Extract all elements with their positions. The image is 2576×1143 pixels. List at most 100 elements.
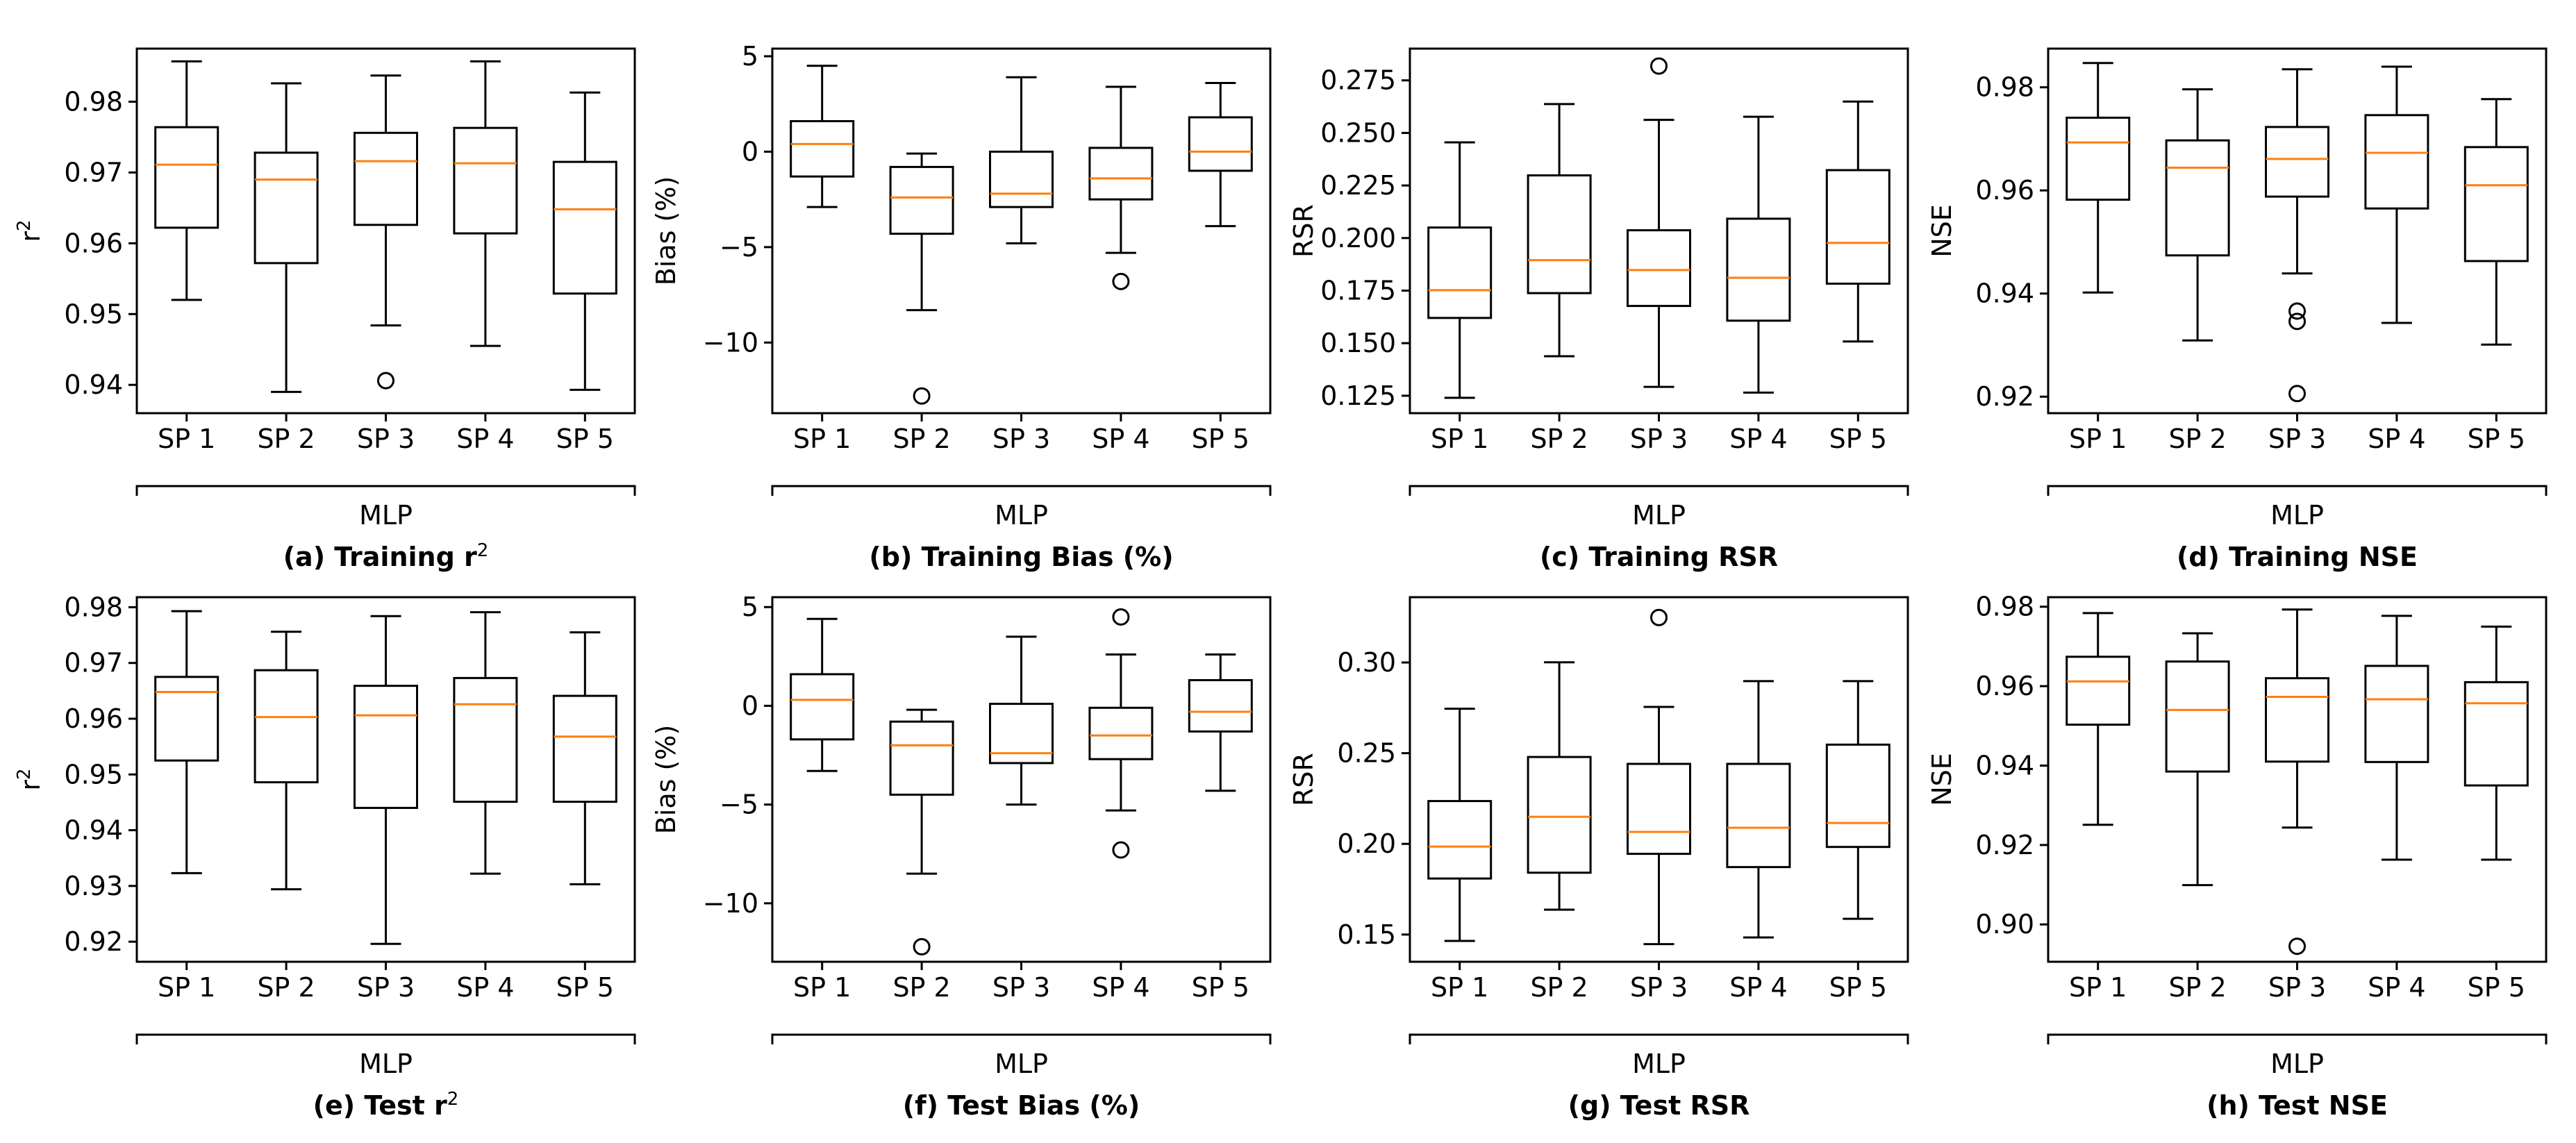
iqr-box — [1427, 226, 1493, 319]
x-tick-label: SP 5 — [1829, 424, 1887, 454]
y-tick-label: −5 — [720, 232, 758, 262]
group-bracket — [2047, 485, 2548, 496]
group-bracket — [135, 485, 636, 496]
x-tick-label: SP 2 — [892, 424, 950, 454]
x-tick-label: SP 1 — [2069, 424, 2127, 454]
y-tick-label: 0.20 — [1337, 828, 1396, 859]
iqr-box — [2364, 665, 2429, 763]
y-tick-label: 0.98 — [64, 86, 123, 117]
y-tick-label: 0.96 — [64, 228, 123, 258]
box-sp-1 — [790, 617, 855, 772]
iqr-box — [889, 165, 954, 235]
y-tick-label: 0.25 — [1337, 738, 1396, 769]
iqr-box — [2066, 117, 2131, 201]
group-bracket — [1409, 1033, 1909, 1044]
iqr-box — [354, 685, 418, 809]
group-label: MLP — [1632, 1049, 1686, 1079]
iqr-box — [2265, 677, 2329, 763]
y-tick-label: 5 — [742, 41, 758, 72]
box-sp-2 — [889, 708, 954, 956]
outlier-point — [2288, 385, 2306, 403]
x-tick-label: SP 5 — [1192, 424, 1249, 454]
y-tick-label: 0.97 — [64, 157, 123, 187]
iqr-box — [2364, 114, 2429, 210]
y-tick-label: 0.30 — [1337, 647, 1396, 678]
chart-panel-c: 0.275 0.250 0.225 0.200 0.175 0.150 0.125 RSR SP… — [1288, 47, 1909, 572]
y-axis-label: r2 — [14, 219, 46, 242]
y-tick-label: 0.98 — [1975, 592, 2034, 622]
outlier-point — [913, 387, 931, 405]
iqr-box — [2463, 146, 2529, 262]
x-tick-label: SP 1 — [158, 972, 215, 1003]
y-axis-label-text: NSE — [1927, 753, 1957, 806]
iqr-box — [2165, 139, 2230, 257]
box-sp-5 — [552, 91, 617, 391]
box-sp-4 — [1088, 608, 1154, 859]
panel-caption: (d) Training NSE — [2177, 542, 2418, 572]
box-sp-3 — [2265, 608, 2329, 956]
panel-caption: (b) Training Bias (%) — [869, 542, 1173, 572]
box-sp-2 — [254, 631, 319, 891]
box-sp-1 — [1427, 141, 1493, 399]
chart-panel-b: 5 0 −5 −10 Bias (%) SP 1 SP 2 SP 3 SP 4 SP 5 MLP (b… — [651, 41, 1272, 572]
x-tick-label: SP 2 — [1530, 424, 1588, 454]
y-tick-label: 0.94 — [64, 369, 123, 400]
caption-text: (h) Test NSE — [2207, 1090, 2388, 1121]
x-tick-label: SP 3 — [1630, 972, 1688, 1003]
y-tick-label: −5 — [720, 790, 758, 820]
box-sp-1 — [790, 65, 855, 208]
y-tick-label: 0.225 — [1320, 170, 1396, 201]
x-tick-label: SP 1 — [793, 424, 851, 454]
iqr-box — [1825, 743, 1891, 849]
panel-caption: (f) Test Bias (%) — [903, 1090, 1140, 1121]
x-tick-label: SP 5 — [1829, 972, 1887, 1003]
iqr-box — [154, 126, 219, 229]
x-tick-label: SP 4 — [456, 972, 514, 1003]
x-tick-label: SP 5 — [556, 424, 614, 454]
box-sp-3 — [989, 76, 1054, 244]
group-bracket — [771, 1033, 1272, 1044]
caption-text: (g) Test RSR — [1568, 1090, 1750, 1121]
caption-superscript: 2 — [447, 1089, 459, 1110]
group-label: MLP — [359, 1049, 413, 1079]
y-tick-label: 0.92 — [1975, 830, 2034, 860]
outlier-point — [2288, 937, 2306, 956]
caption-text: (f) Test Bias (%) — [903, 1090, 1140, 1121]
box-sp-2 — [2165, 88, 2230, 342]
iqr-box — [453, 126, 518, 235]
iqr-box — [790, 119, 855, 178]
y-axis-label: r2 — [14, 768, 46, 790]
y-tick-label: 0.150 — [1320, 328, 1396, 358]
y-axis-label: Bias (%) — [651, 176, 681, 286]
box-sp-5 — [1825, 100, 1891, 343]
x-tick-label: SP 3 — [2268, 424, 2326, 454]
y-axis-label-text: Bias (%) — [651, 176, 681, 286]
x-tick-label: SP 2 — [257, 972, 315, 1003]
y-tick-label: 0.94 — [1975, 278, 2034, 309]
y-tick-label: 0.98 — [1975, 72, 2034, 103]
iqr-box — [1726, 762, 1791, 869]
y-tick-label: 0.90 — [1975, 909, 2034, 940]
group-bracket — [1409, 485, 1909, 496]
iqr-box — [1825, 169, 1891, 285]
y-axis-label-superscript: 2 — [14, 219, 35, 231]
x-tick-label: SP 3 — [1630, 424, 1688, 454]
box-sp-5 — [1188, 653, 1253, 792]
box-sp-4 — [2364, 615, 2429, 861]
x-tick-label: SP 4 — [456, 424, 514, 454]
y-axis-label: NSE — [1927, 753, 1957, 806]
x-tick-label: SP 2 — [2168, 424, 2226, 454]
iqr-box — [989, 703, 1054, 765]
x-tick-label: SP 4 — [1729, 424, 1787, 454]
box-sp-5 — [552, 631, 617, 885]
y-tick-label: 0.96 — [64, 703, 123, 734]
y-axis-label-text: RSR — [1288, 753, 1319, 806]
box-sp-3 — [354, 74, 418, 390]
box-sp-1 — [2066, 612, 2131, 826]
x-tick-label: SP 5 — [556, 972, 614, 1003]
iqr-box — [154, 676, 219, 762]
box-sp-3 — [1627, 608, 1691, 946]
x-tick-label: SP 4 — [2368, 972, 2425, 1003]
outlier-point — [1112, 841, 1130, 859]
